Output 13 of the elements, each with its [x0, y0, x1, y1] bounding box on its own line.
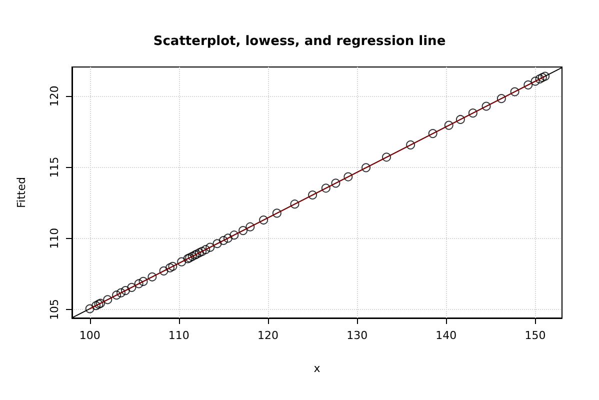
chart-title: Scatterplot, lowess, and regression line [153, 34, 446, 49]
y-tick-label: 115 [48, 156, 61, 178]
x-tick-label: 150 [524, 329, 546, 342]
x-tick-label: 140 [436, 329, 457, 342]
x-tick-label: 130 [346, 329, 368, 342]
x-tick-label: 100 [79, 329, 100, 342]
x-axis-title: x [314, 362, 321, 375]
y-axis-title: Fitted [15, 177, 28, 208]
y-tick-label: 110 [48, 228, 61, 249]
y-tick-label: 120 [48, 86, 61, 107]
x-tick-label: 120 [258, 329, 278, 342]
y-tick-label: 105 [48, 298, 61, 320]
x-tick-label: 110 [168, 329, 190, 342]
